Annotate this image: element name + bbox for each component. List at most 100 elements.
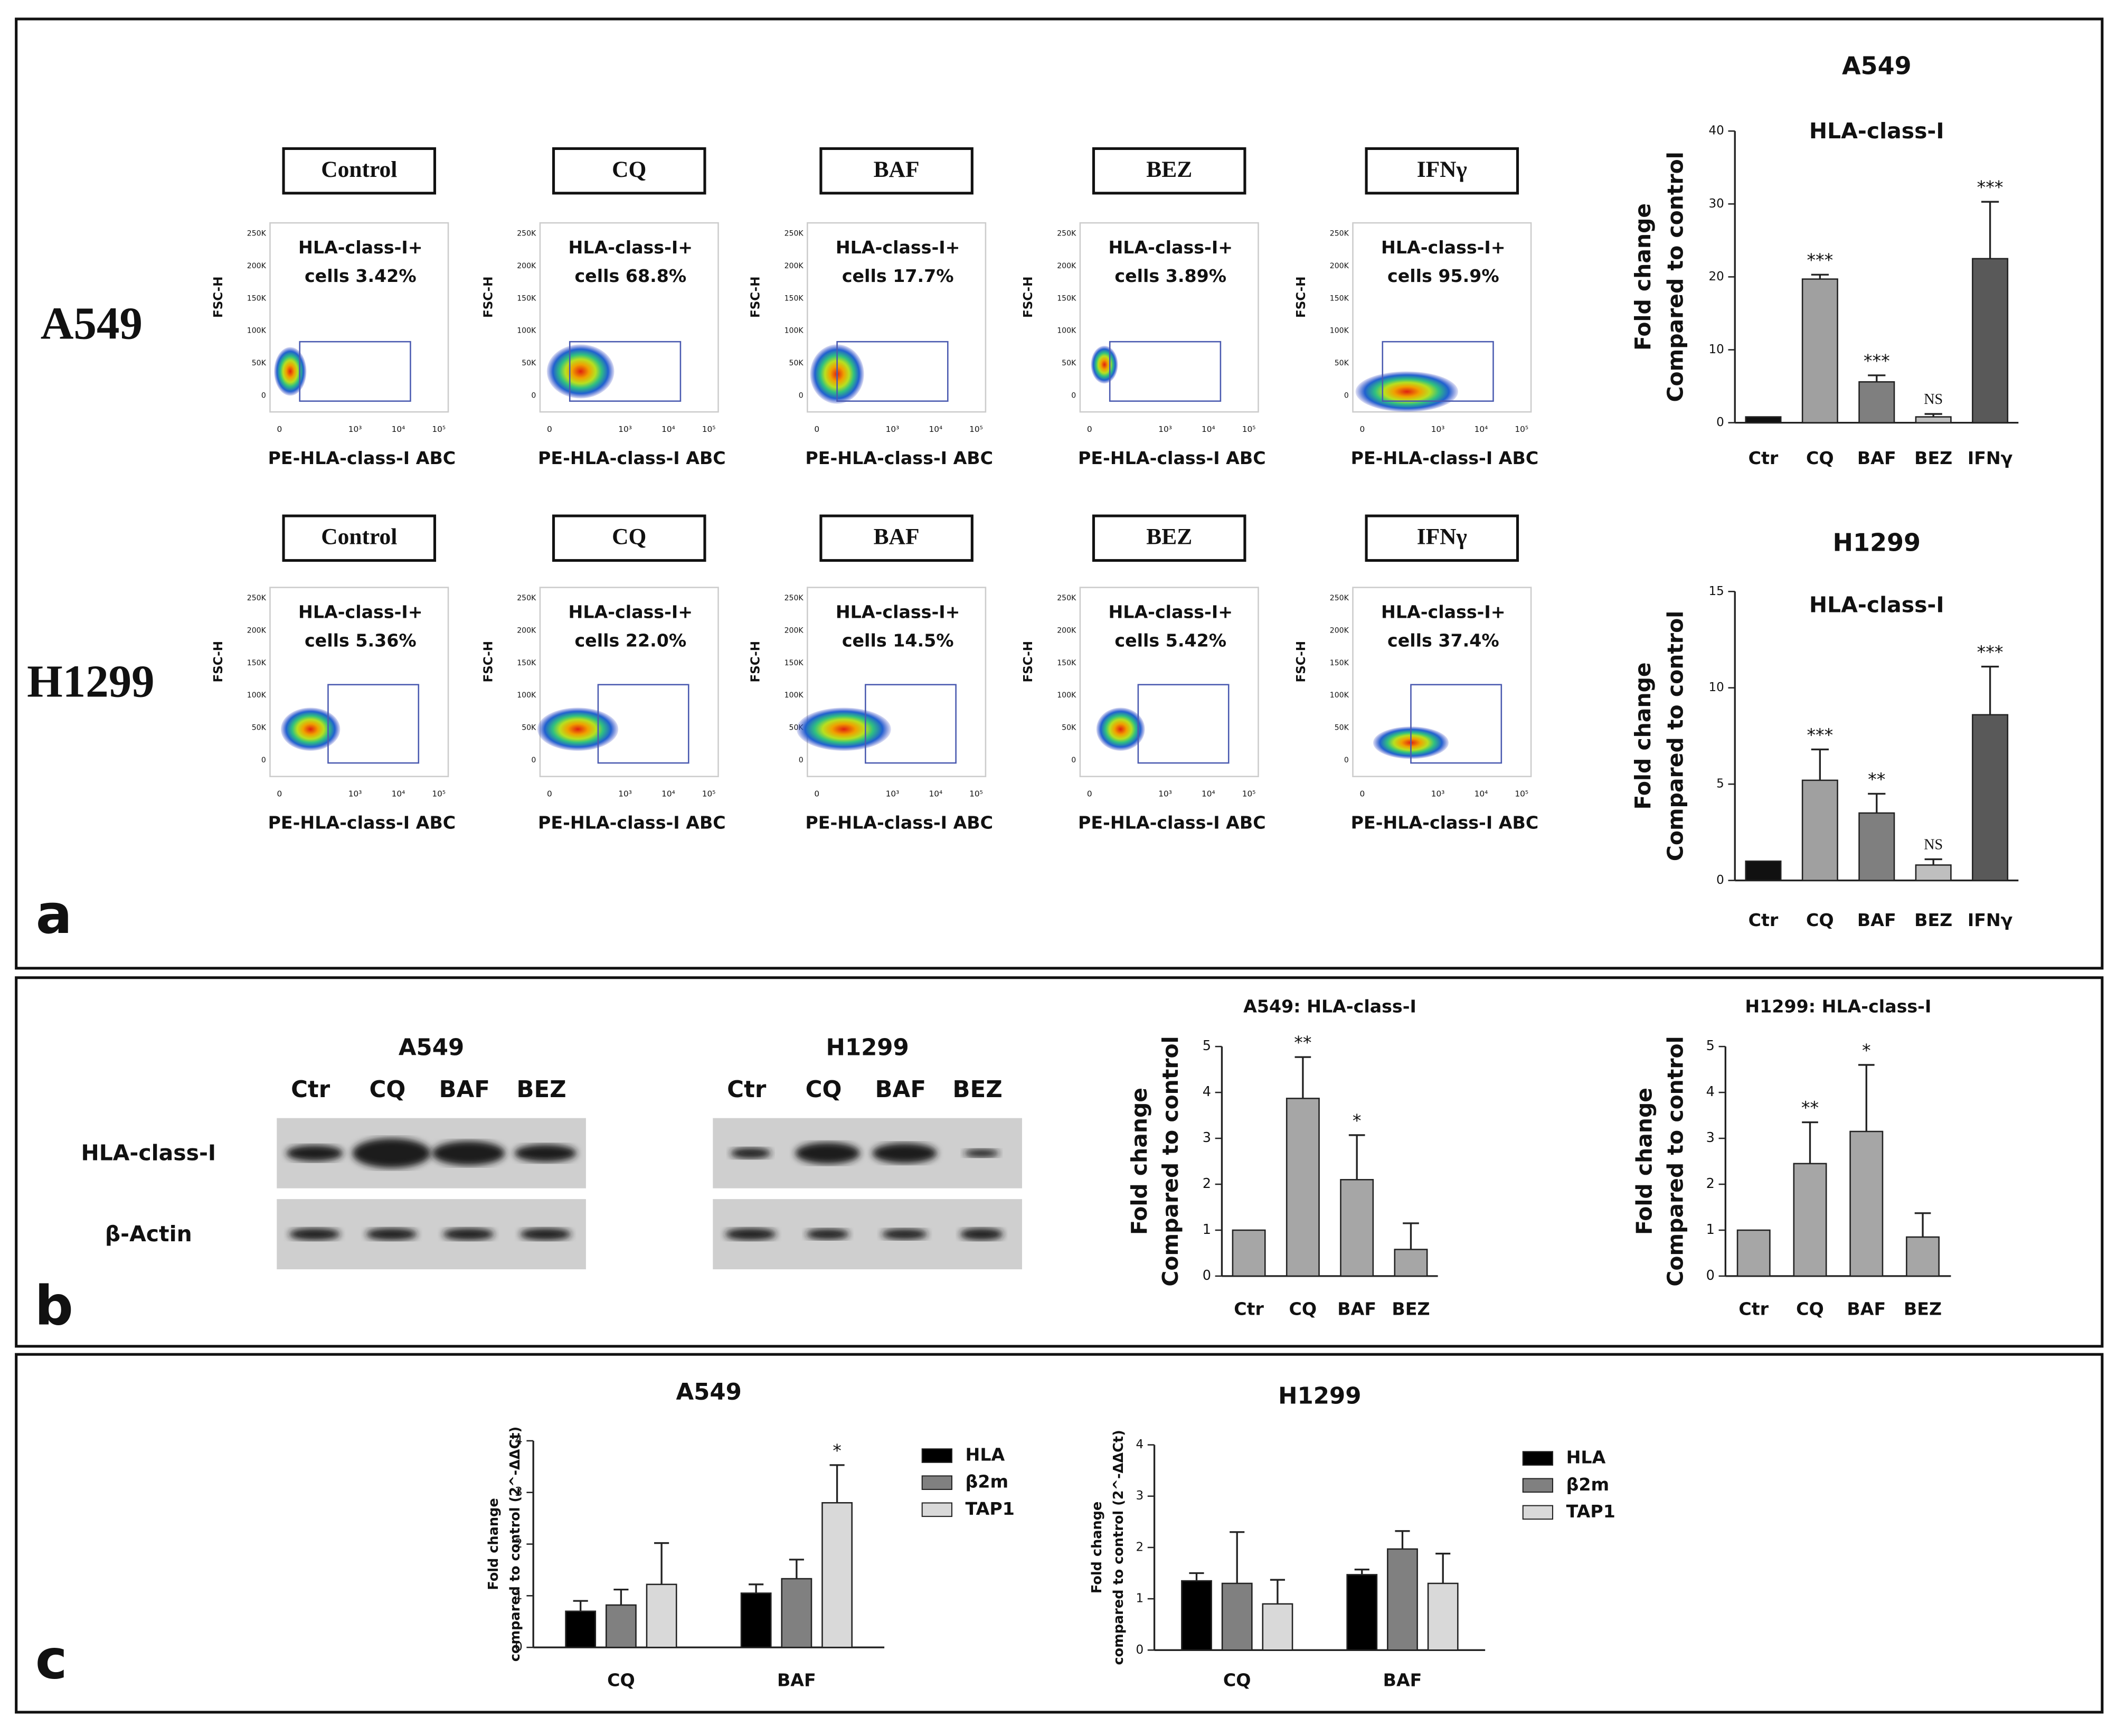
legend-label: TAP1 <box>1566 1501 1615 1522</box>
y-tick-label: 0 <box>515 1640 523 1654</box>
x-tick-label: CQ <box>1796 1298 1824 1319</box>
x-tick-label: 0 <box>814 789 819 798</box>
row-label: H1299 <box>27 656 155 706</box>
bar <box>740 1592 772 1648</box>
y-tick-label: 3 <box>515 1485 523 1499</box>
bar <box>1427 1582 1459 1651</box>
y-tick-label: 50K <box>1335 724 1349 732</box>
error-bar <box>789 1559 804 1579</box>
x-tick-label: BEZ <box>1904 1298 1942 1319</box>
y-tick-label: 15 <box>1709 584 1724 598</box>
x-tick-label: Ctr <box>1738 1298 1769 1319</box>
bar <box>1915 864 1952 881</box>
x-tick-label: 0 <box>1087 424 1092 434</box>
gate-result: cells 3.89% <box>1114 266 1226 286</box>
x-axis-label: PE-HLA-class-I ABC <box>1078 813 1266 833</box>
gate <box>836 341 949 402</box>
bar <box>1221 1582 1253 1651</box>
bar <box>1394 1249 1428 1277</box>
y-axis-label: FSC-H <box>749 641 763 682</box>
error-bar <box>1435 1552 1451 1583</box>
y-tick-label: 100K <box>517 327 536 335</box>
bar <box>1346 1574 1378 1651</box>
y-tick-label: 200K <box>247 262 267 270</box>
x-tick-label: 10³ <box>348 424 362 434</box>
density-cloud <box>537 707 619 751</box>
chart-title: A549 <box>676 1379 741 1405</box>
significance-label: *** <box>1977 177 2003 197</box>
y-tick-label: 50K <box>522 359 536 367</box>
density-cloud <box>1096 707 1145 751</box>
y-tick-label: 0 <box>1716 416 1724 429</box>
x-tick-label: BEZ <box>1392 1298 1430 1319</box>
condition-label: IFNγ <box>1417 157 1467 182</box>
y-axis-label: Fold change <box>1089 1502 1105 1593</box>
x-tick-label: BAF <box>777 1670 816 1691</box>
condition-label: BAF <box>874 157 920 182</box>
significance-label: *** <box>1807 250 1833 270</box>
x-tick-label: 10⁴ <box>392 789 405 798</box>
x-tick-label: CQ <box>1806 910 1834 930</box>
gate <box>865 684 957 764</box>
y-tick-label: 150K <box>247 659 267 667</box>
y-tick-label: 4 <box>515 1433 523 1447</box>
x-axis-label: PE-HLA-class-I ABC <box>538 813 726 833</box>
x-tick-label: 10³ <box>1158 424 1172 434</box>
x-tick-label: 0 <box>277 789 282 798</box>
x-tick-label: BEZ <box>1914 448 1952 468</box>
y-axis-label: Compared to control <box>1662 152 1688 402</box>
gate-result: cells 5.36% <box>305 630 417 650</box>
y-axis-label: Fold change <box>1630 203 1656 351</box>
blot-band <box>432 1141 505 1166</box>
x-tick-label: 10³ <box>1431 424 1445 434</box>
x-tick-label: 10³ <box>348 789 362 798</box>
lane-label: Ctr <box>727 1077 767 1103</box>
blot-title: A549 <box>399 1035 464 1061</box>
y-tick-label: 150K <box>1330 294 1349 303</box>
y-axis-label: Compared to control <box>1662 1036 1688 1286</box>
gate-label: HLA-class-I+ <box>1381 602 1506 622</box>
gate <box>1109 341 1222 402</box>
error-bar <box>1270 1579 1286 1604</box>
gate-result: cells 95.9% <box>1387 266 1499 286</box>
condition-label: BEZ <box>1146 524 1192 550</box>
y-axis-label: FSC-H <box>1294 277 1308 318</box>
bar <box>1262 1603 1293 1651</box>
x-axis-label: PE-HLA-class-I ABC <box>1351 813 1539 833</box>
y-axis-label: Fold change <box>486 1498 502 1590</box>
x-axis-label: PE-HLA-class-I ABC <box>268 448 456 468</box>
x-tick-label: Ctr <box>1749 910 1779 930</box>
x-tick-label: Ctr <box>1749 448 1779 468</box>
legend-label: HLA <box>1566 1447 1606 1468</box>
blot-row-label: β-Actin <box>105 1221 192 1247</box>
y-tick-label: 100K <box>1057 691 1076 700</box>
density-cloud <box>796 707 891 751</box>
y-tick-label: 50K <box>522 724 536 732</box>
x-axis-label: PE-HLA-class-I ABC <box>1351 448 1539 468</box>
y-tick-label: 5 <box>1716 777 1724 791</box>
y-tick-label: 10 <box>1709 343 1724 356</box>
y-tick-label: 2 <box>515 1537 523 1551</box>
x-tick-label: CQ <box>1806 448 1834 468</box>
blot-band <box>725 1228 777 1241</box>
x-axis-label: PE-HLA-class-I ABC <box>1078 448 1266 468</box>
y-tick-label: 0 <box>1136 1643 1143 1657</box>
plot-frame <box>1079 587 1259 777</box>
y-axis-label: Fold change <box>1127 1088 1152 1235</box>
x-tick-label: BAF <box>1857 448 1896 468</box>
x-tick-label: 0 <box>814 424 819 434</box>
bar <box>1745 416 1782 423</box>
plot-frame <box>1352 222 1532 413</box>
y-tick-label: 250K <box>1057 594 1076 602</box>
y-tick-label: 250K <box>1330 594 1349 602</box>
panel-label: c <box>35 1629 68 1692</box>
y-axis-label: FSC-H <box>212 277 225 318</box>
condition-box <box>282 147 437 195</box>
bar <box>605 1604 637 1648</box>
x-axis-label: PE-HLA-class-I ABC <box>268 813 456 833</box>
x-tick-label: CQ <box>1223 1670 1251 1691</box>
gate <box>1137 684 1230 764</box>
legend-swatch <box>921 1502 952 1517</box>
